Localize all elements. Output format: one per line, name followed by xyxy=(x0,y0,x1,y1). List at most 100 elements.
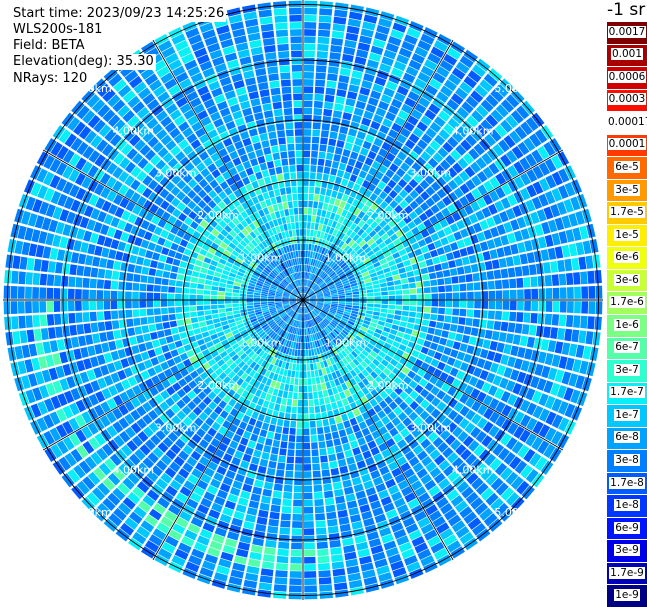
beta-cell xyxy=(494,200,505,212)
beta-cell xyxy=(305,257,308,265)
beta-cell xyxy=(276,306,283,310)
beta-cell xyxy=(7,347,17,361)
beta-cell xyxy=(17,360,27,375)
beta-cell xyxy=(303,79,314,86)
beta-cell xyxy=(182,568,197,580)
beta-cell xyxy=(351,310,359,315)
beta-cell xyxy=(97,321,106,332)
beta-cell xyxy=(303,506,314,514)
beta-cell xyxy=(329,271,336,278)
beta-cell xyxy=(234,450,244,460)
beta-cell xyxy=(293,289,299,295)
beta-cell xyxy=(186,226,195,236)
beta-cell xyxy=(69,324,78,336)
beta-cell xyxy=(263,282,271,288)
beta-cell xyxy=(524,348,533,360)
beta-cell xyxy=(398,326,406,333)
beta-cell xyxy=(394,204,404,214)
beta-cell xyxy=(420,555,435,567)
beta-cell xyxy=(312,334,316,341)
beta-cell xyxy=(330,261,336,269)
beta-cell xyxy=(365,281,373,287)
beta-cell xyxy=(465,397,476,408)
beta-cell xyxy=(182,294,189,300)
beta-cell xyxy=(343,255,351,262)
beta-cell xyxy=(222,507,234,517)
beta-cell xyxy=(314,307,321,313)
beta-cell xyxy=(153,502,166,515)
beta-cell xyxy=(153,226,163,236)
beta-cell xyxy=(525,433,537,447)
beta-cell xyxy=(274,334,280,342)
beta-cell xyxy=(38,356,48,369)
beta-cell xyxy=(272,314,279,319)
beta-cell xyxy=(366,383,375,392)
beta-cell xyxy=(390,560,405,571)
beta-cell xyxy=(329,310,336,315)
beta-cell xyxy=(315,332,321,340)
beta-cell xyxy=(197,189,207,199)
beta-cell xyxy=(233,313,241,319)
beta-cell xyxy=(379,210,389,219)
beta-cell xyxy=(489,411,500,424)
beta-cell xyxy=(364,157,374,167)
beta-cell xyxy=(162,321,171,329)
beta-cell xyxy=(49,427,62,442)
beta-cell xyxy=(433,40,449,52)
beta-cell xyxy=(410,294,417,300)
beta-cell xyxy=(25,315,33,328)
beta-cell xyxy=(547,219,558,233)
beta-cell xyxy=(353,216,362,225)
beta-cell xyxy=(192,396,202,406)
beta-cell xyxy=(510,243,519,255)
beta-cell xyxy=(249,331,257,338)
beta-cell xyxy=(514,126,528,140)
beta-cell xyxy=(269,453,278,462)
beta-cell xyxy=(268,131,277,140)
beta-cell xyxy=(113,260,122,271)
beta-cell xyxy=(181,338,190,346)
beta-cell xyxy=(253,142,262,151)
beta-cell xyxy=(292,514,303,521)
beta-cell xyxy=(39,301,47,313)
beta-cell xyxy=(154,277,162,285)
beta-cell xyxy=(289,283,294,290)
beta-cell xyxy=(543,141,556,157)
beta-cell xyxy=(462,435,475,448)
beta-cell xyxy=(77,253,87,265)
beta-cell xyxy=(348,11,363,21)
beta-cell xyxy=(250,343,258,350)
beta-cell xyxy=(474,291,481,300)
beta-cell xyxy=(127,355,137,366)
beta-cell xyxy=(249,361,257,369)
beta-cell xyxy=(317,296,324,299)
beta-cell xyxy=(208,209,217,219)
beta-cell xyxy=(64,133,77,148)
beta-cell xyxy=(251,260,259,267)
beta-cell xyxy=(5,331,14,346)
beta-cell xyxy=(342,53,354,63)
beta-cell xyxy=(436,176,447,188)
beta-cell xyxy=(348,128,358,137)
beta-cell xyxy=(470,201,481,212)
beta-cell xyxy=(103,290,111,300)
beta-cell xyxy=(103,310,112,320)
beta-cell xyxy=(404,492,417,503)
beta-cell xyxy=(232,306,240,311)
beta-cell xyxy=(355,274,363,280)
beta-cell xyxy=(399,401,409,411)
beta-cell xyxy=(274,326,281,333)
beta-cell xyxy=(338,429,347,438)
beta-cell xyxy=(274,15,288,23)
beta-cell xyxy=(579,360,589,375)
beta-cell xyxy=(245,338,253,345)
beta-cell xyxy=(427,365,436,375)
beta-cell xyxy=(485,472,499,486)
beta-cell xyxy=(68,169,80,183)
beta-cell xyxy=(346,271,354,278)
beta-cell xyxy=(263,176,272,185)
beta-cell xyxy=(307,327,311,335)
beta-cell xyxy=(473,282,481,291)
beta-cell xyxy=(146,308,154,316)
beta-cell xyxy=(113,507,127,521)
